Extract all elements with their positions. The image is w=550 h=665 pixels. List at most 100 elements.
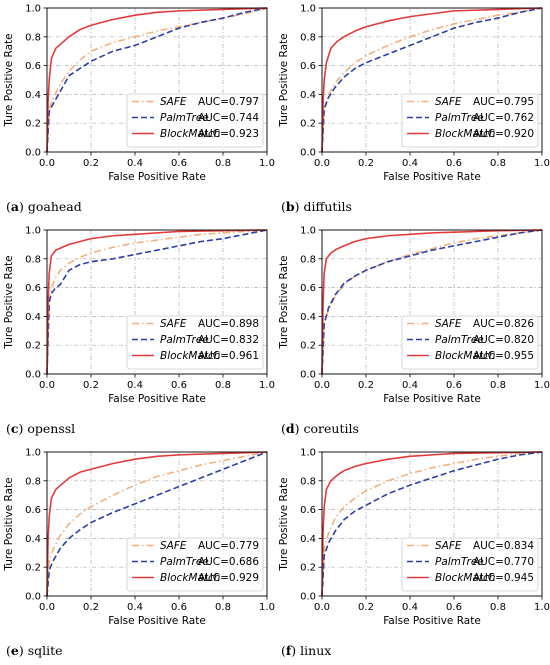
x-tick-label: 0.4 xyxy=(402,380,418,391)
series-line-safe xyxy=(321,229,543,375)
roc-chart: 0.0 0.2 0.4 0.6 0.8 1.0 0.0 0.2 0.4 0.6 0.8 1.0 Fals… xyxy=(3,4,275,184)
legend-entry-auc: AUC=0.797 xyxy=(198,96,259,108)
x-tick-label: 0.8 xyxy=(215,602,231,613)
legend-entry-name: PalmTree xyxy=(435,334,484,346)
y-tick-label: 1.0 xyxy=(25,226,41,237)
y-tick-label: 0.2 xyxy=(300,563,316,574)
y-tick-label: 1.0 xyxy=(25,448,41,459)
x-tick-label: 0.6 xyxy=(446,380,462,391)
caption-text: linux xyxy=(296,643,332,658)
roc-chart: 0.0 0.2 0.4 0.6 0.8 1.0 0.0 0.2 0.4 0.6 0.8 1.0 Fals… xyxy=(278,448,550,628)
legend-entry-name: SAFE xyxy=(435,96,462,108)
y-axis-label: Ture Positive Rate xyxy=(3,255,15,349)
roc-chart: 0.0 0.2 0.4 0.6 0.8 1.0 0.0 0.2 0.4 0.6 0.8 1.0 Fals… xyxy=(278,4,550,184)
plot-frame xyxy=(321,451,543,597)
y-axis-label: Ture Positive Rate xyxy=(3,33,15,127)
legend-box xyxy=(126,315,264,370)
x-tick-label: 0.0 xyxy=(314,602,330,613)
y-tick-label: 1.0 xyxy=(300,448,316,459)
x-tick-label: 0.6 xyxy=(171,158,187,169)
series-line-safe xyxy=(46,229,268,375)
x-tick-label: 0.6 xyxy=(171,380,187,391)
x-tick-label: 0.8 xyxy=(215,380,231,391)
legend-entry-auc: AUC=0.826 xyxy=(473,318,534,330)
y-axis-label: Ture Positive Rate xyxy=(3,477,15,571)
y-tick-label: 0.4 xyxy=(300,312,316,323)
legend-entry-auc: AUC=0.923 xyxy=(198,128,259,140)
x-tick-label: 1.0 xyxy=(534,380,550,391)
x-tick-label: 0.0 xyxy=(39,158,55,169)
x-axis-label: False Positive Rate xyxy=(383,171,481,183)
legend-entry-name: SAFE xyxy=(160,540,187,552)
figure-caption: (a) goahead xyxy=(6,199,82,214)
legend-entry-name: BlockMatch xyxy=(160,572,220,584)
x-axis-label: False Positive Rate xyxy=(108,171,206,183)
legend-box xyxy=(126,93,264,148)
legend-entry-name: PalmTree xyxy=(160,112,209,124)
y-tick-label: 0.0 xyxy=(25,592,41,603)
figure-caption: (b) diffutils xyxy=(281,199,352,214)
x-axis-label: False Positive Rate xyxy=(108,393,206,405)
series-line-palmtree xyxy=(46,7,268,153)
x-tick-label: 0.4 xyxy=(402,602,418,613)
caption-text: coreutils xyxy=(299,421,359,436)
series-line-blockmatch xyxy=(46,451,268,597)
y-tick-label: 0.4 xyxy=(300,90,316,101)
series-line-safe xyxy=(46,451,268,597)
legend-box xyxy=(401,537,539,592)
x-tick-label: 0.4 xyxy=(127,380,143,391)
legend-box xyxy=(126,537,264,592)
roc-chart: 0.0 0.2 0.4 0.6 0.8 1.0 0.0 0.2 0.4 0.6 0.8 1.0 Fals… xyxy=(3,226,275,406)
x-tick-label: 0.4 xyxy=(127,158,143,169)
figure-caption: (c) openssl xyxy=(6,421,75,436)
legend-entry-auc: AUC=0.795 xyxy=(473,96,534,108)
y-axis-label: Ture Positive Rate xyxy=(278,477,290,571)
legend-entry-auc: AUC=0.898 xyxy=(198,318,259,330)
caption-text: sqlite xyxy=(23,643,63,658)
series-line-palmtree xyxy=(321,7,543,153)
x-axis-label: False Positive Rate xyxy=(383,393,481,405)
y-tick-label: 0.2 xyxy=(300,341,316,352)
y-tick-label: 0.4 xyxy=(25,90,41,101)
x-axis-label: False Positive Rate xyxy=(108,615,206,627)
y-tick-label: 0.6 xyxy=(300,61,316,72)
legend-entry-name: BlockMatch xyxy=(435,350,495,362)
y-tick-label: 0.6 xyxy=(25,61,41,72)
y-tick-label: 0.2 xyxy=(300,119,316,130)
y-tick-label: 0.8 xyxy=(300,32,316,43)
series-line-palmtree xyxy=(46,451,268,597)
plot-frame xyxy=(46,7,268,153)
y-tick-label: 0.0 xyxy=(300,370,316,381)
x-tick-label: 0.0 xyxy=(39,380,55,391)
legend-entry-name: BlockMatch xyxy=(435,128,495,140)
x-tick-label: 0.6 xyxy=(171,602,187,613)
legend-entry-name: BlockMatch xyxy=(160,350,220,362)
x-tick-label: 0.8 xyxy=(215,158,231,169)
x-tick-label: 0.2 xyxy=(83,602,99,613)
roc-panel: 0.0 0.2 0.4 0.6 0.8 1.0 0.0 0.2 0.4 0.6 0.8 1.0 Fals… xyxy=(275,444,550,665)
series-line-palmtree xyxy=(321,451,543,597)
x-tick-label: 0.0 xyxy=(314,158,330,169)
series-line-blockmatch xyxy=(46,7,268,153)
series-line-safe xyxy=(46,7,268,153)
legend-entry-auc: AUC=0.945 xyxy=(473,572,534,584)
roc-chart: 0.0 0.2 0.4 0.6 0.8 1.0 0.0 0.2 0.4 0.6 0.8 1.0 Fals… xyxy=(278,226,550,406)
series-line-safe xyxy=(321,7,543,153)
x-tick-label: 0.2 xyxy=(83,158,99,169)
x-tick-label: 0.8 xyxy=(490,158,506,169)
legend-entry-auc: AUC=0.834 xyxy=(473,540,534,552)
plot-frame xyxy=(321,7,543,153)
legend-entry-auc: AUC=0.961 xyxy=(198,350,259,362)
y-tick-label: 1.0 xyxy=(300,226,316,237)
legend-entry-auc: AUC=0.929 xyxy=(198,572,259,584)
y-axis-label: Ture Positive Rate xyxy=(278,255,290,349)
y-tick-label: 0.0 xyxy=(25,370,41,381)
x-tick-label: 1.0 xyxy=(259,158,275,169)
legend-entry-name: BlockMatch xyxy=(160,128,220,140)
y-tick-label: 0.4 xyxy=(300,534,316,545)
y-tick-label: 0.0 xyxy=(25,148,41,159)
